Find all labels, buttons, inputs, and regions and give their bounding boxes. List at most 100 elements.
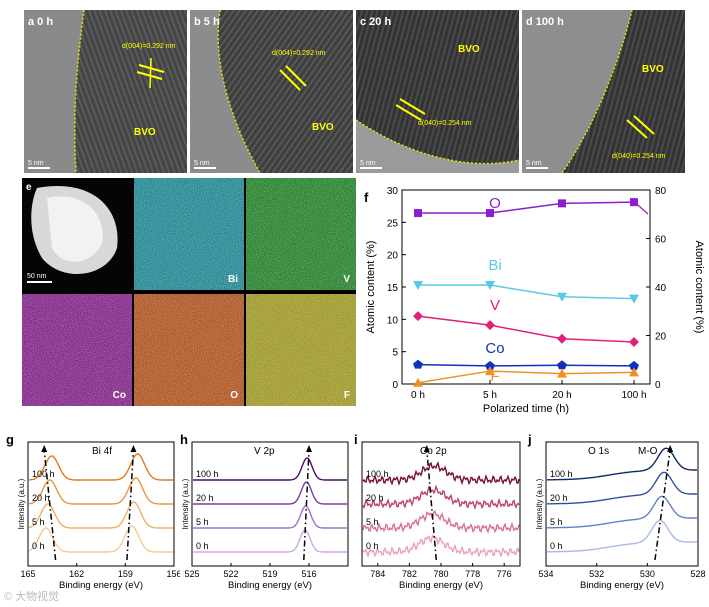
tem-panel-d: d 100 h d(040)=0.254 nm BVO 5 nm	[522, 10, 685, 173]
series-label-co: Co	[485, 340, 504, 357]
guide-arrow	[41, 445, 48, 452]
plot-frame	[545, 441, 699, 567]
d-spacing-a: d(004)=0.292 nm	[122, 43, 176, 50]
xtick: 5 h	[483, 390, 497, 401]
panel-label-g: g	[6, 432, 14, 447]
xlabel: Binding energy (eV)	[228, 580, 312, 590]
series-label-f: F	[490, 368, 499, 385]
eds-map-f: F	[246, 294, 356, 406]
data-point-co	[629, 360, 639, 370]
xtick: 532	[589, 569, 604, 579]
ytick-right: 40	[655, 283, 667, 294]
spectrum-label: 20 h	[550, 493, 568, 503]
tem-panel-b: b 5 h d(004)=0.292 nm BVO 5 nm	[190, 10, 353, 173]
ylabel-right: Atomic content (%)	[693, 241, 705, 334]
data-point-f	[629, 367, 639, 377]
series-label-bi: Bi	[488, 257, 501, 274]
spectrum-100h	[547, 447, 697, 481]
d-spacing-c: d(040)=0.254 nm	[418, 120, 472, 127]
xps-g: g Bi 4f 165 162 159 156 Binding energy (eV) Int…	[0, 430, 182, 591]
xtick: 100 h	[621, 390, 646, 401]
eds-map-haadf: 50 nm e	[22, 178, 132, 290]
material-a: BVO	[134, 127, 156, 138]
xtick: 519	[262, 569, 277, 579]
tem-image-d: d 100 h d(040)=0.254 nm BVO 5 nm	[522, 10, 685, 173]
ylabel-left: Atomic content (%)	[365, 241, 377, 334]
spectrum-20h	[547, 471, 697, 505]
spectrum-label: 20 h	[196, 493, 214, 503]
data-point-co	[485, 360, 495, 370]
xps-j: j O 1s M-O 534 532 530 528 Binding energy (eV) I…	[526, 430, 709, 591]
eds-map-v: V	[246, 178, 356, 290]
data-point-bi	[485, 281, 495, 291]
tem-image-a: a 0 h d(004)=0.292 nm BVO 5 nm	[24, 10, 187, 173]
eds-maps: 50 nm e Bi V Co O F	[22, 178, 356, 406]
data-point-bi	[629, 294, 639, 304]
tem-panel-a: a 0 h d(004)=0.292 nm BVO 5 nm	[24, 10, 187, 173]
xtick: 776	[497, 569, 512, 579]
spectrum-label: 100 h	[196, 469, 219, 479]
panel-label-b: b 5 h	[194, 16, 220, 28]
xtick: 159	[118, 569, 133, 579]
tem-panel-c: c 20 h d(040)=0.254 nm BVO 5 nm	[356, 10, 519, 173]
spectrum-100h	[193, 457, 347, 481]
spectrum-0h	[362, 533, 520, 559]
series-line-co	[417, 363, 635, 367]
ytick-left: 15	[387, 283, 399, 294]
xps-title: O 1s	[588, 446, 609, 457]
material-c: BVO	[458, 44, 480, 55]
ytick-left: 5	[392, 348, 398, 359]
eds-element-label: V	[343, 274, 350, 285]
spectrum-label: 0 h	[196, 541, 209, 551]
xps-o1s-chart: j O 1s M-O 534 532 530 528 Binding energy (eV) I…	[527, 432, 706, 591]
spectrum-label: 5 h	[366, 517, 379, 527]
xlabel: Binding energy (eV)	[59, 580, 143, 590]
tem-image-c: c 20 h d(040)=0.254 nm BVO 5 nm	[356, 10, 519, 173]
panel-label-a: a 0 h	[28, 16, 53, 28]
data-point-f	[557, 368, 567, 378]
scalebar-c: 5 nm	[360, 160, 376, 167]
xtick: 530	[640, 569, 655, 579]
spectrum-20h	[28, 477, 173, 505]
eds-element-label: Co	[113, 390, 126, 401]
xtick: 516	[301, 569, 316, 579]
panel-label-f: f	[364, 190, 369, 205]
guide-line	[303, 449, 310, 561]
spectrum-0h	[547, 519, 697, 553]
data-point-v	[557, 333, 567, 344]
xtick: 522	[223, 569, 238, 579]
xps-title: V 2p	[254, 446, 275, 457]
eds-map-o: O	[134, 294, 244, 406]
data-point-f	[413, 377, 423, 387]
xps-i: i Co 2p 784 782 780 778 776 Binding energy (eV)…	[352, 430, 528, 591]
xtick: 165	[20, 569, 35, 579]
atomic-content-chart: f 0 5 10 15 20 25 30 0 20 40 60 80 0 h 5 h 20 h 100 h Pol…	[364, 186, 705, 415]
guide-line	[126, 449, 135, 561]
right-axis-arrow	[637, 204, 649, 215]
eds-element-label: Bi	[228, 274, 238, 285]
panel-label-i: i	[354, 432, 358, 447]
xlabel: Binding energy (eV)	[580, 580, 664, 590]
ylabel: Intensity (a.u.)	[17, 478, 26, 529]
xps-title: Bi 4f	[92, 446, 112, 457]
series-label-o: O	[489, 195, 501, 212]
chart-f: f 0 5 10 15 20 25 30 0 20 40 60 80 0 h 5 h 20 h 100 h Pol…	[360, 178, 709, 430]
ytick-right: 80	[655, 186, 667, 197]
data-point-bi	[413, 281, 423, 291]
spectrum-5h	[193, 505, 347, 529]
spectrum-label: 5 h	[32, 517, 45, 527]
xtick: 784	[370, 569, 385, 579]
spectrum-label: 20 h	[32, 493, 50, 503]
spectrum-100h	[362, 461, 520, 486]
material-d: BVO	[642, 64, 664, 75]
plot-frame	[401, 189, 651, 385]
spectrum-5h	[28, 501, 173, 529]
xtick: 778	[465, 569, 480, 579]
xtick: 528	[690, 569, 705, 579]
ytick-right: 60	[655, 235, 667, 246]
d-spacing-b: d(004)=0.292 nm	[272, 50, 326, 57]
eds-map-panel: 50 nm e Bi V Co O F	[22, 178, 356, 406]
series-label-v: V	[490, 297, 500, 314]
tem-image-b: b 5 h d(004)=0.292 nm BVO 5 nm	[190, 10, 353, 173]
data-point-co	[557, 360, 567, 370]
